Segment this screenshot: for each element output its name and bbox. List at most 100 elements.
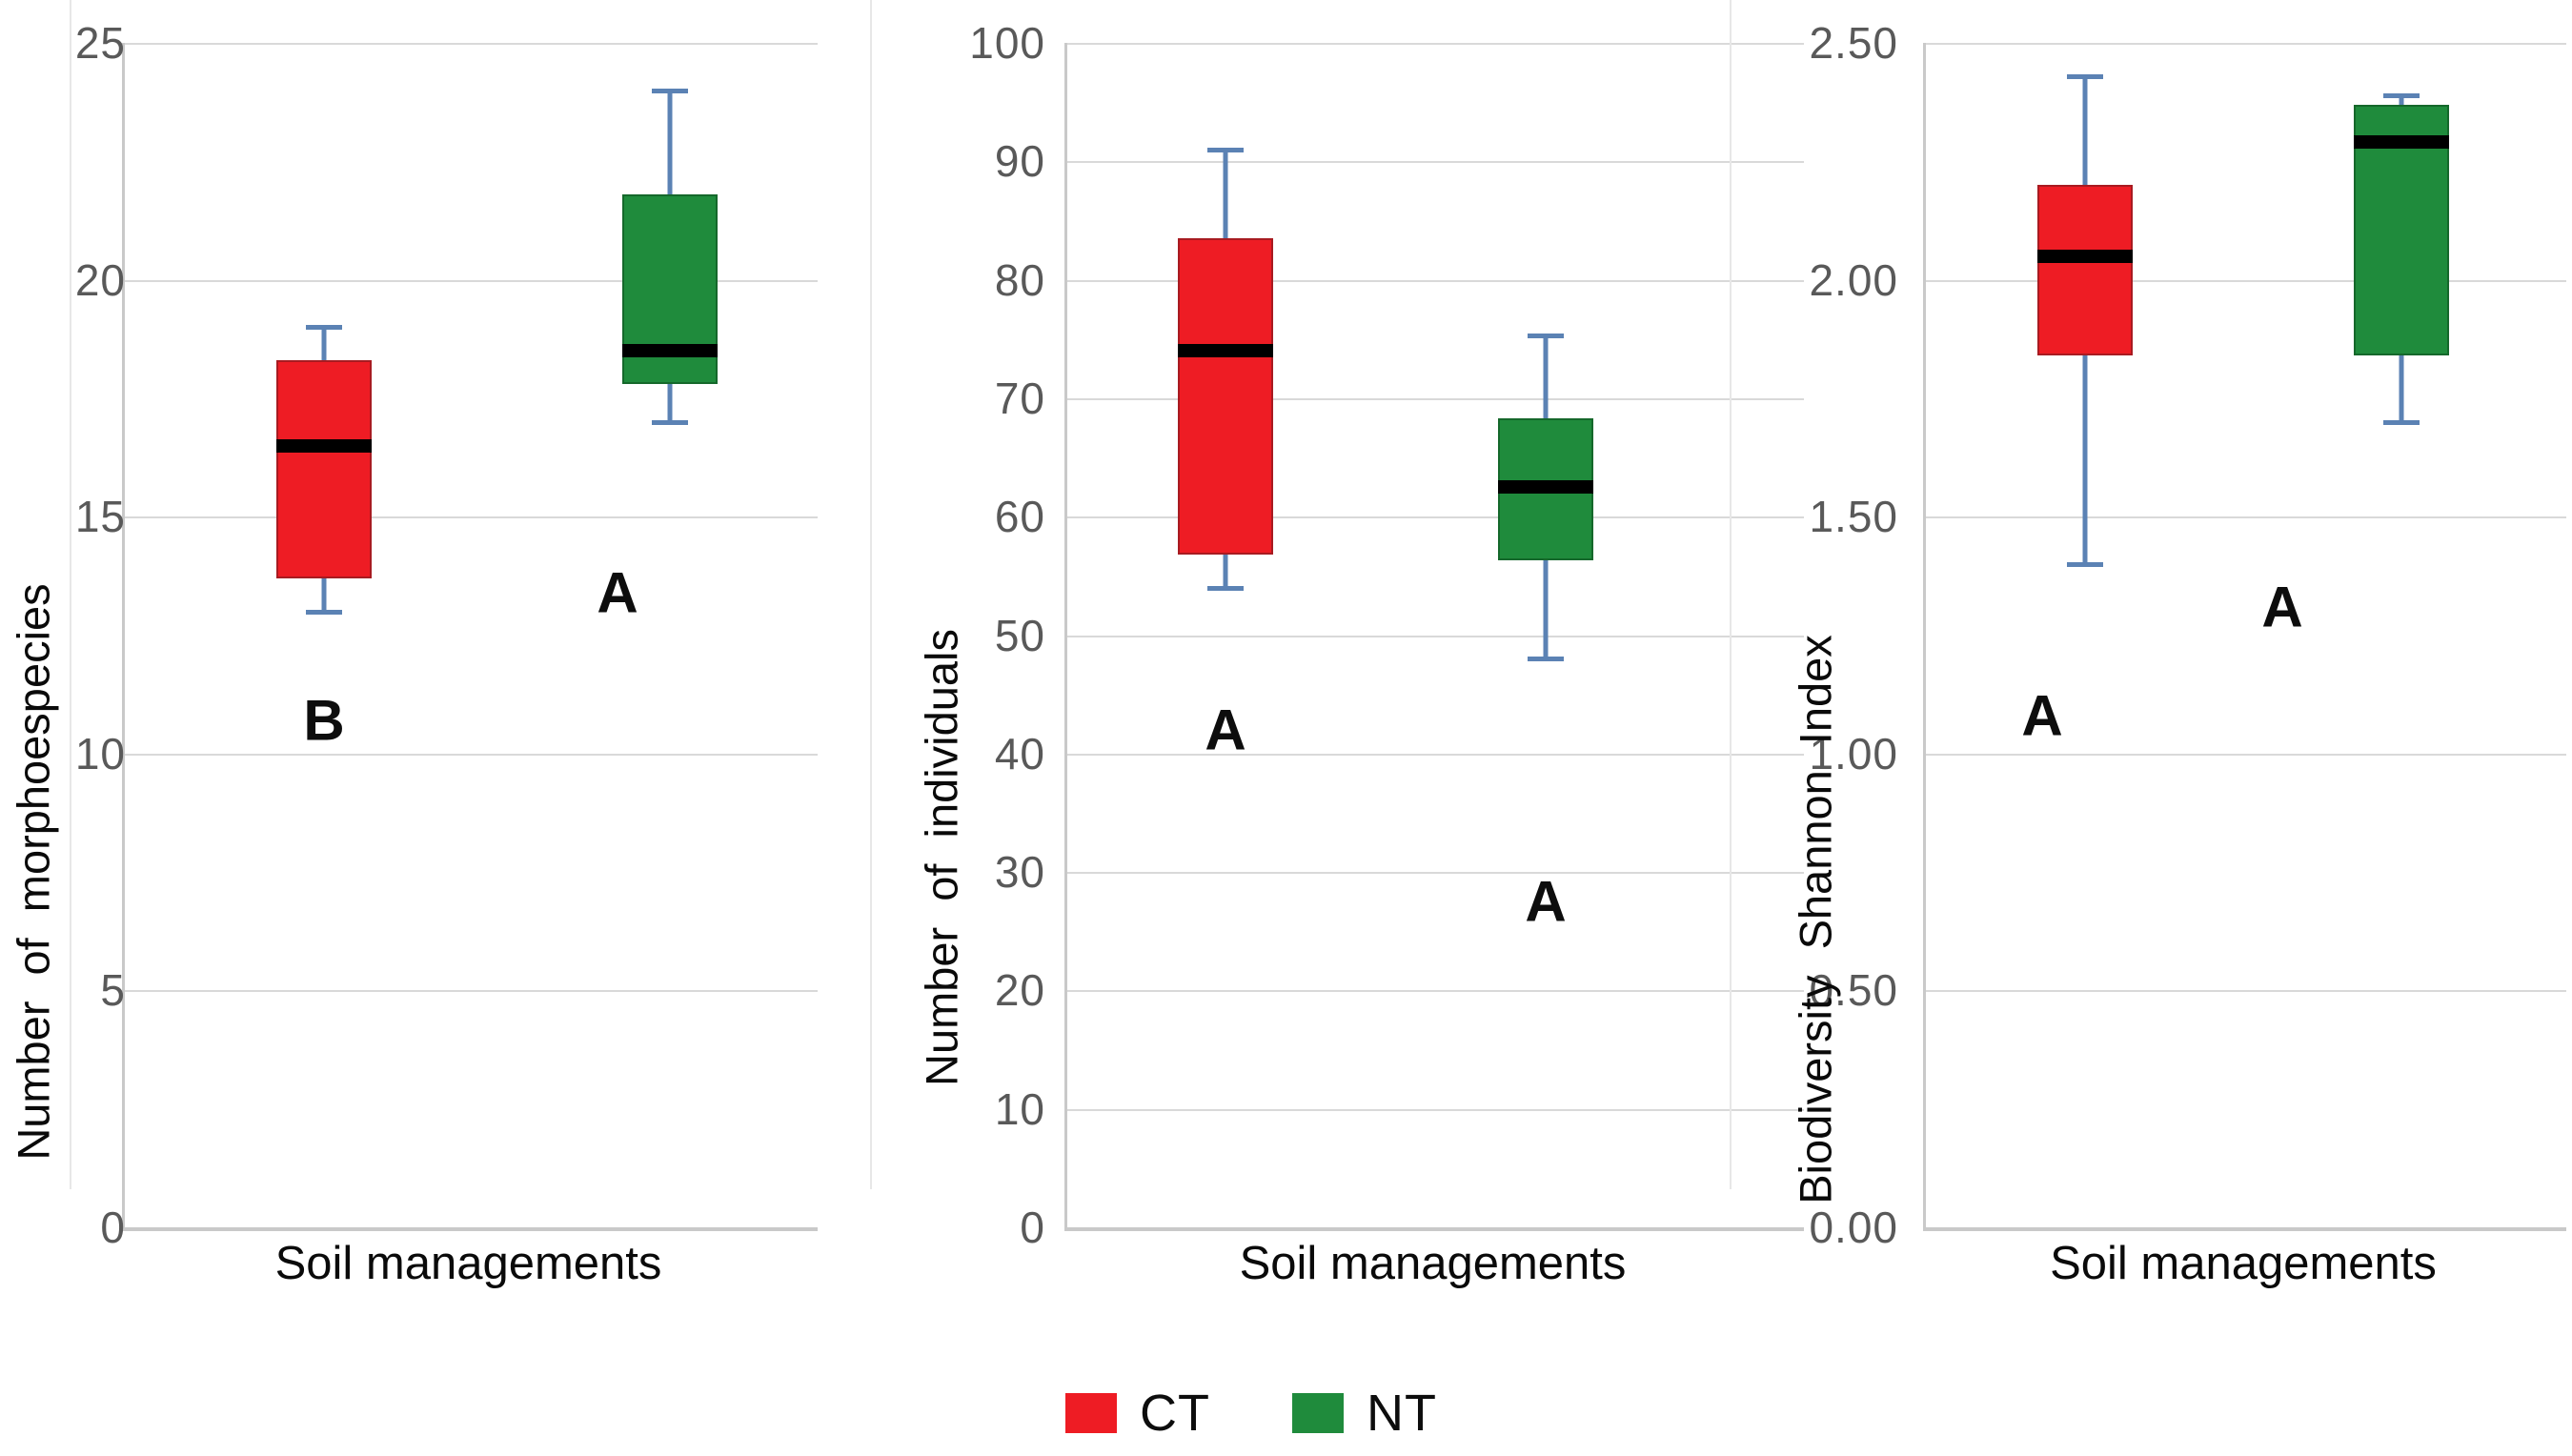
y-axis-tick-label: 0 xyxy=(1020,1203,1045,1252)
lower-whisker-cap xyxy=(2383,419,2420,425)
upper-whisker xyxy=(1543,335,1549,419)
lower-whisker-cap xyxy=(1528,657,1564,662)
nt-color-swatch xyxy=(1291,1393,1344,1433)
y-axis-tick-label: 80 xyxy=(994,254,1045,305)
gridline xyxy=(1067,872,1804,875)
upper-whisker xyxy=(2399,94,2404,105)
x-axis-title: Soil managements xyxy=(1239,1238,1627,1289)
gridline xyxy=(1067,753,1804,756)
lower-whisker-cap xyxy=(1207,585,1244,591)
upper-whisker-cap xyxy=(2067,73,2103,79)
upper-whisker-cap xyxy=(1528,334,1564,339)
chart-frame-line xyxy=(1730,0,1732,1189)
y-axis-tick-label: 60 xyxy=(994,492,1045,542)
gridline xyxy=(1926,753,2566,756)
gridline xyxy=(1067,161,1804,164)
lower-whisker xyxy=(321,577,327,612)
y-axis-tick-label: 30 xyxy=(994,847,1045,898)
legend-item-nt: NT xyxy=(1291,1384,1437,1443)
gridline xyxy=(125,516,818,519)
lower-whisker xyxy=(2399,355,2404,422)
gridline xyxy=(1926,516,2566,519)
gridline xyxy=(125,43,818,45)
median-line xyxy=(1498,480,1593,495)
plot-area xyxy=(1064,43,1804,1231)
y-axis-tick-label: 0.50 xyxy=(1809,965,1898,1016)
plot-area xyxy=(1923,43,2566,1231)
median-line xyxy=(2354,135,2449,150)
y-axis-tick-label: 10 xyxy=(994,1083,1045,1134)
significance-letter: A xyxy=(2261,575,2303,639)
significance-letter: B xyxy=(303,688,345,753)
chart-frame-line xyxy=(870,0,872,1189)
median-line xyxy=(622,344,718,358)
y-axis-tick-label: 100 xyxy=(969,18,1045,68)
lower-whisker xyxy=(1543,560,1549,659)
y-axis-tick-label: 5 xyxy=(100,965,126,1016)
median-line xyxy=(276,438,372,453)
x-axis-title: Soil managements xyxy=(274,1238,662,1289)
box-ct xyxy=(2037,185,2133,356)
lower-whisker-cap xyxy=(306,609,342,615)
significance-letter: A xyxy=(1205,698,1246,762)
upper-whisker-cap xyxy=(1207,147,1244,152)
significance-letter: A xyxy=(1525,869,1567,934)
significance-letter: A xyxy=(597,560,638,625)
y-axis-tick-label: 90 xyxy=(994,136,1045,187)
median-line xyxy=(1178,344,1273,358)
y-axis-tick-label: 2.50 xyxy=(1809,18,1898,68)
gridline xyxy=(1926,43,2566,45)
legend-item-ct: CT xyxy=(1065,1384,1210,1443)
upper-whisker xyxy=(1223,149,1228,239)
y-axis-tick-label: 40 xyxy=(994,728,1045,779)
significance-letter: A xyxy=(2021,683,2063,748)
lower-whisker xyxy=(1223,554,1228,588)
y-axis-tick-label: 1.50 xyxy=(1809,492,1898,542)
legend-label-ct: CT xyxy=(1140,1385,1210,1442)
ct-color-swatch xyxy=(1065,1393,1117,1433)
y-axis-tick-label: 15 xyxy=(74,492,126,542)
upper-whisker-cap xyxy=(306,325,342,331)
gridline xyxy=(1926,990,2566,993)
y-axis-tick-label: 50 xyxy=(994,610,1045,660)
lower-whisker-cap xyxy=(652,419,688,425)
lower-whisker xyxy=(2082,355,2088,564)
upper-whisker-cap xyxy=(652,88,688,93)
upper-whisker-cap xyxy=(2383,92,2420,98)
legend-label-nt: NT xyxy=(1366,1385,1437,1442)
chart-frame-line xyxy=(70,0,71,1189)
y-axis-tick-label: 0 xyxy=(100,1203,126,1252)
lower-whisker-cap xyxy=(2067,561,2103,567)
y-axis-title: Biodiversity Shannon Index xyxy=(1790,635,1841,1204)
gridline xyxy=(1067,990,1804,993)
gridline xyxy=(125,279,818,282)
y-axis-title: Number of individuals xyxy=(916,629,967,1086)
y-axis-tick-label: 25 xyxy=(74,18,126,68)
gridline xyxy=(1067,397,1804,400)
y-axis-tick-label: 70 xyxy=(994,373,1045,423)
gridline xyxy=(1067,43,1804,45)
y-axis-tick-label: 20 xyxy=(994,965,1045,1016)
y-axis-tick-label: 10 xyxy=(74,728,126,779)
gridline xyxy=(1067,516,1804,519)
legend: CT NT xyxy=(1065,1384,1437,1443)
gridline xyxy=(125,990,818,993)
upper-whisker xyxy=(667,90,673,195)
gridline xyxy=(1067,279,1804,282)
x-axis-title: Soil managements xyxy=(2050,1238,2437,1289)
y-axis-tick-label: 0.00 xyxy=(1809,1203,1898,1252)
y-axis-tick-label: 20 xyxy=(74,254,126,305)
box-ct xyxy=(1178,238,1273,555)
gridline xyxy=(1926,279,2566,282)
upper-whisker xyxy=(321,327,327,361)
y-axis-title: Number of morphoespecies xyxy=(8,583,59,1161)
gridline xyxy=(1067,635,1804,637)
y-axis-tick-label: 1.00 xyxy=(1809,728,1898,779)
median-line xyxy=(2037,249,2133,263)
lower-whisker xyxy=(667,383,673,422)
box-ct xyxy=(276,360,372,578)
y-axis-tick-label: 2.00 xyxy=(1809,254,1898,305)
upper-whisker xyxy=(2082,75,2088,186)
gridline xyxy=(1067,1108,1804,1111)
